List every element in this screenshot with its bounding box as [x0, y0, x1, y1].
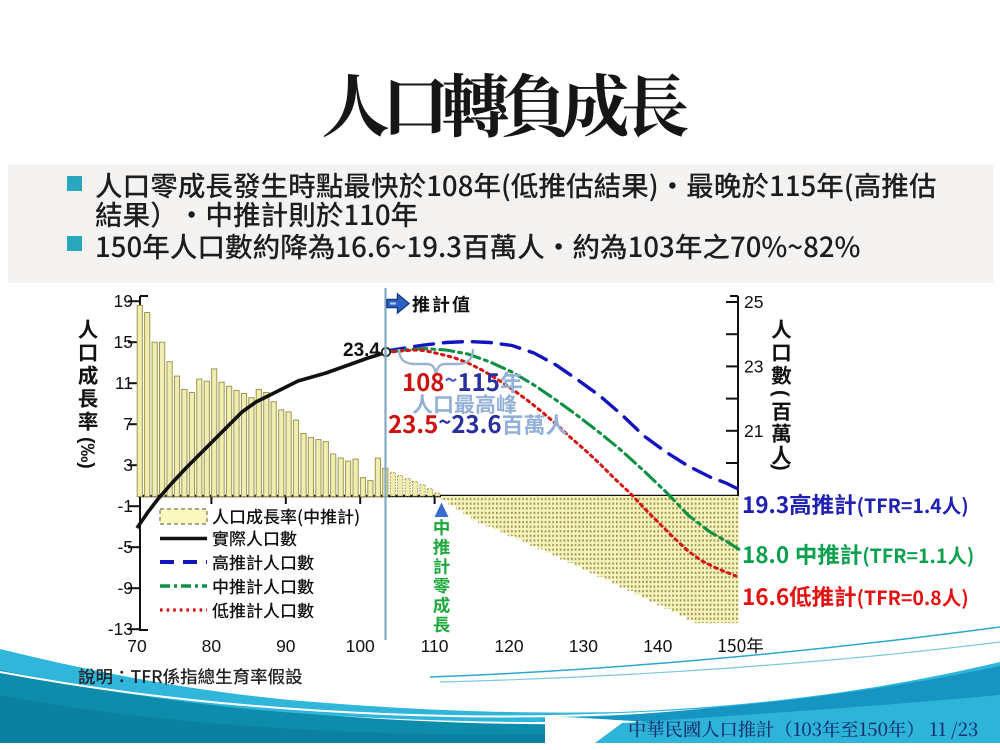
- svg-text:80: 80: [202, 636, 222, 656]
- svg-text:23: 23: [744, 356, 763, 376]
- svg-text:130: 130: [569, 636, 598, 656]
- svg-text:90: 90: [276, 636, 296, 656]
- svg-text:7: 7: [123, 414, 133, 434]
- svg-text:110: 110: [421, 636, 449, 656]
- svg-text:70: 70: [127, 636, 147, 656]
- svg-text:140: 140: [643, 636, 672, 656]
- svg-text:11: 11: [115, 373, 133, 393]
- svg-text:15: 15: [114, 332, 133, 352]
- svg-text:-13: -13: [108, 619, 133, 639]
- svg-text:120: 120: [494, 636, 523, 656]
- svg-text:21: 21: [744, 421, 763, 441]
- svg-text:100: 100: [346, 636, 375, 656]
- svg-text:23.4: 23.4: [343, 340, 380, 361]
- svg-text:(‰): (‰): [76, 437, 97, 469]
- svg-text:-1: -1: [117, 496, 133, 516]
- svg-text:-9: -9: [117, 578, 133, 598]
- svg-text:3: 3: [123, 455, 133, 475]
- svg-text:19: 19: [114, 291, 133, 311]
- svg-text:-5: -5: [117, 537, 133, 557]
- svg-text:(: (: [770, 390, 792, 397]
- svg-text:): ): [770, 464, 792, 471]
- svg-text:25: 25: [744, 292, 763, 312]
